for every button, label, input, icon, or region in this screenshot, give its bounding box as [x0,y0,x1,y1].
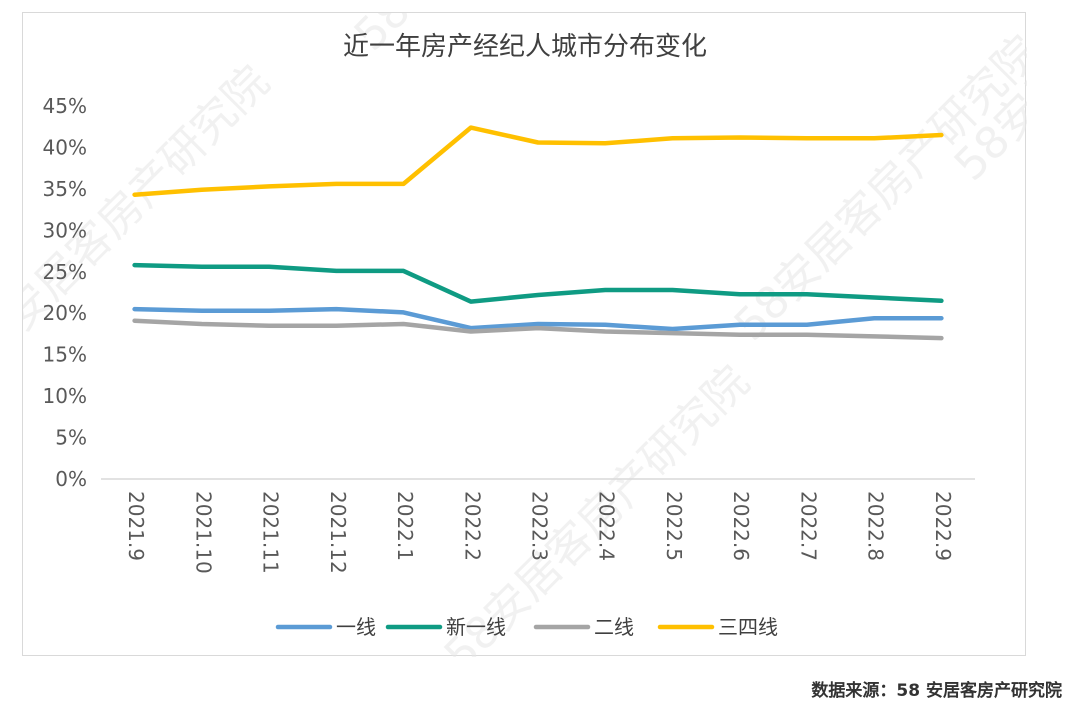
y-tick-label: 20% [43,301,87,325]
y-tick-label: 10% [43,384,87,408]
y-tick-label: 0% [55,467,87,491]
x-axis: 2021.9 2021.10 2021.11 2021.12 2022.1 2022.2 2… [101,478,975,574]
x-tick-label: 2022.8 [864,491,888,561]
series-layer [132,125,944,341]
chart-title: 近一年房产经纪人城市分布变化 [343,32,707,62]
y-tick-label: 15% [43,343,87,367]
y-tick-label: 45% [43,94,87,118]
legend: 一线 新一线 二线 三四线 [275,615,778,639]
x-tick-label: 2022.9 [931,491,955,561]
y-axis: 0% 5% 10% 15% 20% 25% 30% 35% 40% 45% [43,94,87,491]
legend-label: 新一线 [446,615,506,639]
legend-label: 二线 [594,615,634,639]
x-tick-label: 2021.9 [124,491,148,561]
x-tick-label: 2022.7 [796,491,820,561]
y-tick-label: 5% [55,426,87,450]
y-tick-label: 25% [43,260,87,284]
source-note: 数据来源：58 安居客房产研究院 [811,676,1062,701]
source-label: 数据来源： [811,681,897,701]
source-value: 58 安居客房产研究院 [896,681,1062,701]
legend-label: 三四线 [718,615,778,639]
line-chart: 58安居客房产研究院 58安居客房产研究院58安居客房产研究院58安居客房产研究院… [23,13,1027,657]
x-tick-label: 2021.11 [259,491,283,574]
legend-label: 一线 [336,615,376,639]
chart-frame: 58安居客房产研究院 58安居客房产研究院 58安居客房产研究院 58安居客房产研究院… [22,12,1027,657]
x-tick-label: 2022.4 [595,491,619,561]
x-tick-label: 2021.10 [191,491,215,574]
y-tick-label: 35% [43,177,87,201]
x-tick-label: 2022.2 [460,491,484,561]
series-line-3 [132,318,944,341]
y-tick-label: 30% [43,218,87,242]
x-tick-label: 2022.1 [393,491,417,561]
y-tick-label: 40% [43,135,87,159]
series-line-4 [132,125,944,197]
x-tick-label: 2021.12 [326,491,350,574]
series-line-2 [132,262,944,304]
x-tick-label: 2022.5 [662,491,686,561]
x-tick-label: 2022.3 [528,491,552,561]
series-line-1 [132,306,944,332]
x-tick-label: 2022.6 [729,491,753,561]
